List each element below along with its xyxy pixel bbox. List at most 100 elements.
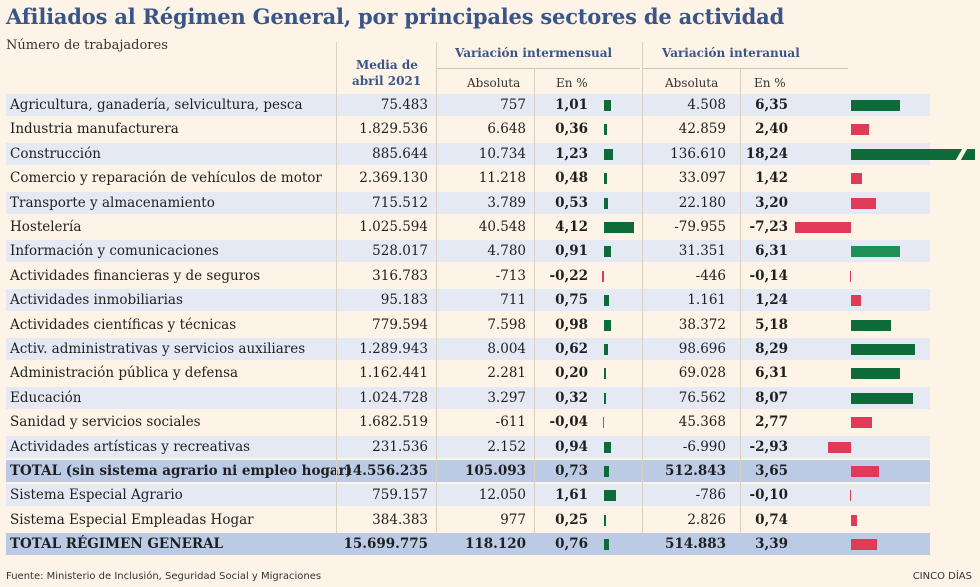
abs-m-value: 977 [500, 511, 526, 528]
sector-name: Administración pública y defensa [10, 365, 239, 382]
pct-m-value: 1,01 [555, 97, 588, 113]
page-subtitle: Número de trabajadores [6, 38, 168, 53]
abs-m-value: 3.297 [487, 389, 526, 406]
media-value: 231.536 [372, 438, 428, 455]
abs-a-value: 33.097 [678, 170, 726, 187]
header-media-line2: abril 2021 [352, 74, 422, 88]
bar-intermensual [604, 319, 612, 331]
abs-m-value: 40.548 [478, 219, 526, 235]
table-row: Sistema Especial Agrario 759.157 12.050 1,6… [6, 484, 930, 507]
pct-a-value: 2,40 [755, 121, 788, 138]
bar-interanual [851, 368, 900, 380]
media-value: 1.682.519 [359, 414, 428, 431]
pct-m-value: 0,25 [555, 511, 588, 528]
media-value: 316.783 [372, 267, 428, 284]
bar-intermensual [604, 295, 610, 307]
abs-m-value: 3.789 [487, 194, 526, 211]
media-value: 95.183 [380, 292, 428, 309]
bar-interanual [851, 466, 880, 477]
abs-a-value: 45.368 [678, 414, 726, 431]
column-divider [436, 42, 437, 536]
pct-a-value: 6,31 [755, 365, 788, 382]
bar-interanual [851, 344, 915, 355]
bar-interanual [851, 319, 891, 331]
media-value: 384.383 [372, 511, 428, 528]
pct-m-value: 1,23 [555, 145, 588, 162]
bar-intermensual [604, 539, 610, 551]
sector-name: Sistema Especial Empleadas Hogar [10, 511, 254, 528]
pct-a-value: 6,35 [755, 97, 788, 113]
pct-m-value: 4,12 [555, 219, 588, 235]
sector-name: Transporte y almacenamiento [10, 194, 215, 211]
bar-interanual [851, 148, 975, 160]
abs-m-value: 757 [500, 97, 526, 113]
abs-m-value: 2.152 [487, 438, 526, 455]
header-absoluta-m: Absoluta [467, 76, 521, 90]
pct-m-value: 0,48 [555, 170, 588, 187]
bar-intermensual [604, 197, 608, 209]
pct-a-value: 3,20 [755, 194, 788, 211]
table-row: Sanidad y servicios sociales 1.682.519 -61… [6, 411, 930, 433]
pct-a-value: 8,07 [755, 389, 788, 406]
media-value: 779.594 [372, 316, 428, 333]
sector-name: Comercio y reparación de vehículos de mo… [10, 170, 322, 187]
bar-intermensual [604, 368, 606, 380]
bar-interanual [828, 441, 851, 453]
bar-interanual [851, 124, 870, 136]
bar-intermensual [604, 344, 609, 355]
sector-name: Hostelería [10, 219, 82, 235]
bar-interanual [849, 270, 851, 282]
bar-intermensual [604, 100, 612, 111]
bar-interanual [851, 539, 878, 551]
pct-a-value: 3,39 [755, 536, 788, 553]
media-value: 1.024.728 [359, 389, 428, 406]
pct-m-value: 0,75 [555, 292, 588, 309]
abs-a-value: 69.028 [678, 365, 726, 382]
media-value: 2.369.130 [359, 170, 428, 187]
pct-a-value: 8,29 [755, 341, 788, 357]
table-row: Transporte y almacenamiento 715.512 3.789 0… [6, 191, 930, 214]
header-divider-m [436, 68, 640, 69]
media-value: 715.512 [372, 194, 428, 211]
sector-name: Sanidad y servicios sociales [10, 414, 201, 431]
table-row: Actividades artísticas y recreativas 231.… [6, 435, 930, 458]
bar-intermensual [602, 270, 604, 282]
bar-interanual [849, 490, 851, 502]
sector-name: Sistema Especial Agrario [10, 487, 183, 504]
bar-interanual [851, 295, 861, 307]
sector-name: Industria manufacturera [10, 121, 179, 138]
table-row: Educación 1.024.728 3.297 0,32 76.562 8,07 [6, 386, 930, 409]
sector-name: Actividades científicas y técnicas [10, 316, 237, 333]
bar-intermensual [604, 514, 606, 526]
pct-a-value: 1,24 [755, 292, 788, 309]
abs-a-value: -446 [695, 267, 726, 284]
bar-interanual [795, 222, 851, 233]
abs-a-value: 76.562 [678, 389, 726, 406]
abs-a-value: 512.843 [664, 463, 726, 479]
media-value: 15.699.775 [343, 536, 428, 553]
media-value: 1.025.594 [359, 219, 428, 235]
sector-name: Activ. administrativas y servicios auxil… [10, 341, 306, 357]
abs-a-value: 4.508 [687, 97, 726, 113]
abs-m-value: -611 [495, 414, 526, 431]
table-row: Actividades científicas y técnicas 779.59… [6, 314, 930, 336]
pct-m-value: 0,94 [555, 438, 588, 455]
table-row: Agricultura, ganadería, selvicultura, pe… [6, 94, 930, 116]
pct-m-value: 0,91 [555, 243, 588, 260]
abs-m-value: 7.598 [487, 316, 526, 333]
abs-m-value: 11.218 [478, 170, 526, 187]
pct-a-value: 18,24 [745, 145, 788, 162]
media-value: 1.289.943 [359, 341, 428, 357]
media-value: 759.157 [372, 487, 428, 504]
header-pct-m: En % [556, 76, 588, 90]
table-row: Activ. administrativas y servicios auxil… [6, 338, 930, 360]
table-row: Comercio y reparación de vehículos de mo… [6, 167, 930, 189]
source-note: Fuente: Ministerio de Inclusión, Segurid… [6, 571, 322, 582]
abs-m-value: 105.093 [464, 463, 526, 479]
abs-m-value: 118.120 [464, 536, 526, 553]
sector-name: Actividades inmobiliarias [10, 292, 183, 309]
abs-m-value: 4.780 [487, 243, 526, 260]
bar-intermensual [604, 148, 613, 160]
media-value: 528.017 [372, 243, 428, 260]
media-value: 885.644 [372, 145, 428, 162]
